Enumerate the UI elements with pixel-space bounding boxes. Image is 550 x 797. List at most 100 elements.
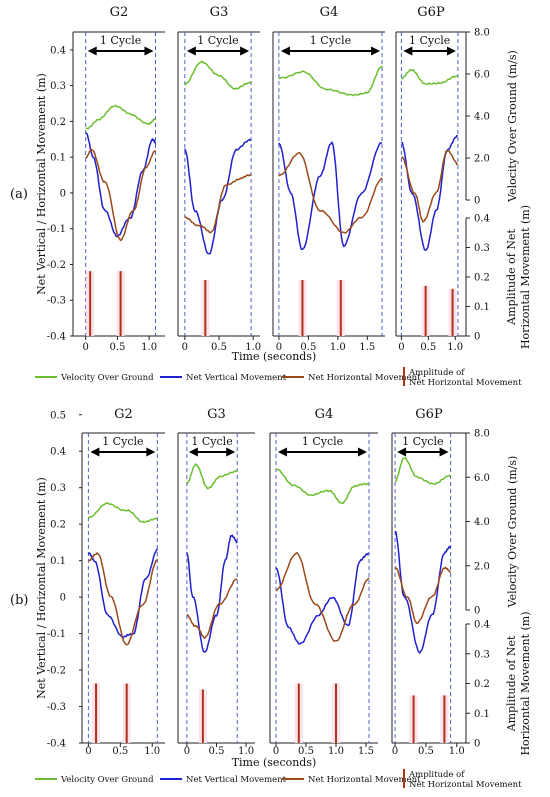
group-title: G4 [320, 5, 339, 20]
right-top-tick-label: 8.0 [474, 28, 490, 39]
cycle-arrow-right-head [358, 447, 367, 457]
left-tick-label: 0.4 [50, 447, 66, 458]
cycle-arrow-right-head [146, 447, 156, 457]
right-bottom-tick-label: 0 [474, 739, 480, 750]
left-tick-label: 0.2 [50, 520, 66, 531]
horizontal-movement-line [88, 552, 158, 646]
left-tick-label: -0.2 [47, 260, 66, 271]
horizontal-movement-line [278, 151, 383, 234]
cycle-label: 1 Cycle [102, 435, 143, 448]
right-top-tick-label: 6.0 [474, 473, 490, 484]
left-tick-label: 0 [60, 593, 66, 604]
group-title: G6P [417, 5, 445, 20]
x-tick-label: 0.5 [418, 746, 434, 757]
group-title: G6P [415, 407, 443, 422]
horizontal-movement-line [184, 174, 252, 234]
legend-label: Net Horizontal Movement [308, 775, 421, 785]
legend-label: Net Vertical Movement [186, 775, 287, 785]
right-top-tick-label: 0 [474, 196, 480, 207]
cycle-arrow-left-head [397, 447, 407, 457]
left-tick-label: -0.1 [47, 629, 66, 640]
cycle-arrow-right-head [226, 447, 236, 457]
left-tick-label: 0.3 [50, 483, 66, 494]
cycle-arrow-left-head [280, 46, 290, 56]
horizontal-movement-line [401, 150, 459, 223]
x-tick-label: 1.0 [328, 746, 344, 757]
x-tick-label: 0.5 [300, 342, 316, 353]
x-tick-label: 1.0 [447, 342, 463, 353]
group-G4: G4 0 0.5 1.0 1.5 1 Cycle [272, 5, 385, 353]
group-G6P: G6P 0 0.5 1.0 1 Cycle [395, 5, 466, 353]
left-tick-label: -0.3 [47, 702, 66, 713]
cycle-arrow-right-head [240, 46, 250, 56]
cycle-label: 1 Cycle [191, 435, 232, 448]
vertical-movement-line [87, 548, 158, 639]
cycle-arrow-right-head [446, 46, 456, 56]
velocity-line [184, 60, 252, 90]
left-tick-label: 0.1 [50, 556, 66, 567]
x-axis-label: Time (seconds) [232, 756, 317, 769]
velocity-line [278, 65, 383, 97]
group-G3: G3 0 0.5 1.0 1 Cycle [177, 5, 261, 353]
right-top-tick-label: 8.0 [474, 429, 490, 440]
right-bottom-tick-label: 0.4 [474, 620, 490, 631]
cycle-arrow-left-head [90, 447, 100, 457]
vertical-movement-line [400, 134, 458, 252]
group-G4: G4 0 0.5 1.0 1.5 1 Cycle [269, 407, 378, 757]
left-tick-label: -0.2 [47, 666, 66, 677]
right-bottom-tick-label: 0.1 [474, 302, 490, 313]
cycle-arrow-right-head [439, 447, 449, 457]
x-tick-label: 0.5 [209, 746, 225, 757]
vertical-movement-line [394, 530, 452, 654]
left-tick-label: -0.4 [47, 332, 66, 343]
x-tick-label: 0 [85, 746, 91, 757]
cycle-label: 1 Cycle [409, 34, 450, 47]
cycle-arrow-right-head [144, 46, 154, 56]
right-top-tick-label: 6.0 [474, 70, 490, 81]
right-bottom-axis-label: Amplitude of NetHorizontal Movement (m) [505, 205, 532, 349]
group-G6P: G6P 0 0.5 1.0 1 Cycle [391, 407, 466, 757]
group-G2: G2 0 0.5 1.0 1 Cycle [72, 5, 165, 353]
legend-label: Net Vertical Movement [186, 373, 287, 383]
right-bottom-tick-label: 0.3 [474, 649, 490, 660]
right-bottom-tick-label: 0.2 [474, 679, 490, 690]
cycle-arrow-left-head [186, 46, 196, 56]
left-axis-label: Net Vertical / Horizontal Movement (m) [35, 73, 48, 295]
group-title: G3 [207, 407, 226, 422]
horizontal-movement-line [186, 578, 238, 639]
cycle-label: 1 Cycle [100, 34, 141, 47]
horizontal-movement-line [394, 566, 451, 625]
legend-label: Net Horizontal Movement [308, 373, 421, 383]
x-tick-label: 0 [182, 342, 188, 353]
left-tick-label: 0.4 [50, 45, 66, 56]
right-top-axis-label: Velocity Over Ground (m/s) [506, 456, 519, 609]
vertical-movement-line [275, 552, 369, 645]
left-tick-label: 0 [60, 188, 66, 199]
x-tick-label: 0 [273, 746, 279, 757]
horizontal-movement-line [275, 551, 370, 642]
x-tick-label: 1.0 [245, 342, 261, 353]
right-bottom-tick-label: 0.1 [474, 709, 490, 720]
right-top-tick-label: 0 [474, 606, 480, 617]
velocity-line [395, 457, 451, 486]
right-top-axis-label: Velocity Over Ground (m/s) [506, 50, 519, 203]
x-tick-label: 0 [83, 342, 89, 353]
legend-label: Velocity Over Ground [60, 775, 154, 785]
cycle-label: 1 Cycle [310, 34, 351, 47]
group-G3: G3 0 0.5 1.0 1 Cycle [177, 407, 255, 757]
panel-0: (a) 0.4 0.3 0.2 0.1 0 -0.1 -0.2 -0.3 -0.4 Net Vert… [10, 5, 532, 388]
velocity-line [85, 104, 156, 130]
cycle-label: 1 Cycle [197, 34, 238, 47]
left-tick-label: -0.3 [47, 296, 66, 307]
left-tick-label: 0.3 [50, 81, 66, 92]
right-top-tick-label: 4.0 [474, 112, 490, 123]
x-tick-label: 0 [184, 746, 190, 757]
vertical-movement-line [85, 132, 157, 238]
cycle-arrow-right-head [371, 46, 381, 56]
velocity-line [401, 68, 458, 86]
x-tick-label: 1.0 [330, 342, 346, 353]
cycle-label: 1 Cycle [402, 435, 443, 448]
right-bottom-tick-label: 0 [474, 332, 480, 343]
x-tick-label: 1.0 [144, 746, 160, 757]
